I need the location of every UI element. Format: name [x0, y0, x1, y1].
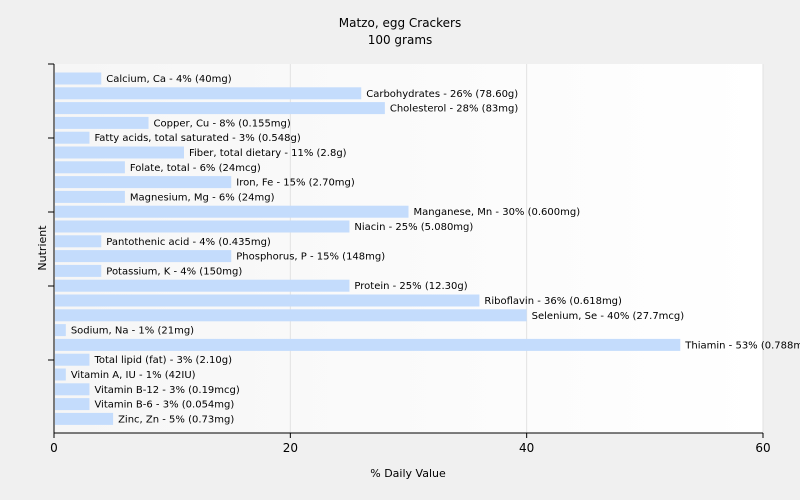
bar: [55, 264, 102, 277]
bar: [55, 250, 232, 263]
bar: [55, 72, 102, 85]
bar: [55, 324, 66, 337]
bar-label: Manganese, Mn - 30% (0.600mg): [414, 207, 581, 218]
bar: [55, 294, 480, 307]
bar: [55, 205, 409, 218]
bar: [55, 87, 362, 100]
bar: [55, 279, 350, 292]
bar-label: Magnesium, Mg - 6% (24mg): [130, 192, 275, 203]
bar-label: Calcium, Ca - 4% (40mg): [106, 74, 231, 85]
x-tick-label: 60: [755, 441, 770, 455]
bar: [55, 190, 125, 203]
bar-label: Phosphorus, P - 15% (148mg): [236, 252, 385, 263]
y-axis-title: Nutrient: [36, 225, 49, 271]
bar: [55, 398, 90, 411]
bar: [55, 131, 90, 144]
bar-label: Folate, total - 6% (24mcg): [130, 163, 261, 174]
bar: [55, 161, 125, 174]
bar-label: Vitamin B-12 - 3% (0.19mcg): [94, 385, 239, 396]
chart-subtitle: 100 grams: [368, 33, 433, 47]
bar-label: Total lipid (fat) - 3% (2.10g): [93, 355, 232, 366]
bar-label: Potassium, K - 4% (150mg): [106, 266, 242, 277]
bar: [55, 102, 385, 115]
x-axis-title: % Daily Value: [370, 467, 446, 480]
bar: [55, 220, 350, 233]
bar-label: Niacin - 25% (5.080mg): [354, 222, 473, 233]
bar: [55, 383, 90, 396]
bar-label: Thiamin - 53% (0.788mg): [684, 340, 800, 351]
x-tick-label: 0: [50, 441, 58, 455]
bar: [55, 353, 90, 366]
bar-label: Cholesterol - 28% (83mg): [390, 104, 519, 115]
x-tick-label: 20: [283, 441, 298, 455]
bar-label: Vitamin B-6 - 3% (0.054mg): [94, 400, 234, 411]
chart-title: Matzo, egg Crackers: [339, 16, 461, 30]
bar-label: Iron, Fe - 15% (2.70mg): [236, 178, 355, 189]
plot-area: [54, 64, 763, 433]
bar-label: Sodium, Na - 1% (21mg): [71, 326, 194, 337]
bar-label: Zinc, Zn - 5% (0.73mg): [118, 414, 234, 425]
bar-label: Pantothenic acid - 4% (0.435mg): [106, 237, 271, 248]
bar: [55, 146, 184, 159]
bar: [55, 116, 149, 129]
bar: [55, 338, 681, 351]
bar-label: Riboflavin - 36% (0.618mg): [484, 296, 622, 307]
bar-label: Copper, Cu - 8% (0.155mg): [154, 118, 291, 129]
bar: [55, 309, 527, 322]
x-tick-label: 40: [519, 441, 534, 455]
bar: [55, 176, 232, 189]
bar-label: Selenium, Se - 40% (27.7mcg): [532, 311, 685, 322]
bar-label: Fatty acids, total saturated - 3% (0.548…: [94, 133, 300, 144]
bar-label: Vitamin A, IU - 1% (42IU): [71, 370, 196, 381]
bar-label: Protein - 25% (12.30g): [354, 281, 467, 292]
bar: [55, 412, 114, 425]
bar-label: Fiber, total dietary - 11% (2.8g): [189, 148, 347, 159]
bar-label: Carbohydrates - 26% (78.60g): [366, 89, 518, 100]
bar: [55, 235, 102, 248]
bar: [55, 368, 66, 381]
